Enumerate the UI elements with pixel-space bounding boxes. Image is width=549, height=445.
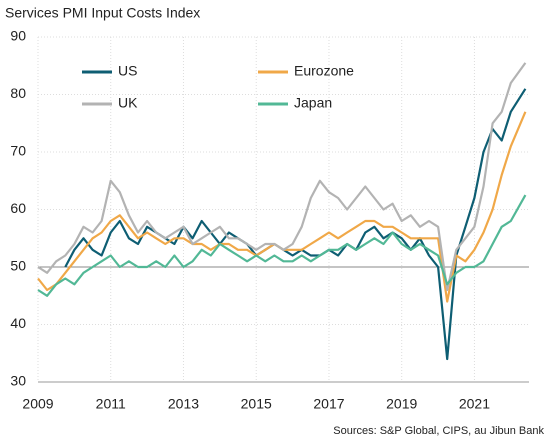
x-tick-label: 2019 [386, 396, 417, 412]
x-tick-label: 2015 [241, 396, 272, 412]
y-tick-label: 90 [10, 28, 26, 44]
series-line [37, 62, 527, 292]
y-tick-label: 80 [10, 85, 26, 101]
x-tick-label: 2011 [96, 396, 126, 412]
y-tick-label: 50 [10, 258, 26, 274]
y-tick-label: 40 [10, 315, 26, 331]
x-tick-label: 2009 [22, 396, 53, 412]
legend-label: US [118, 63, 137, 79]
series-line [64, 88, 527, 361]
series-line [37, 111, 527, 303]
legend-label: Eurozone [294, 63, 354, 79]
y-tick-label: 60 [10, 200, 26, 216]
y-tick-label: 30 [10, 373, 26, 389]
y-tick-label: 70 [10, 143, 26, 159]
x-tick-label: 2021 [459, 396, 490, 412]
series-line [37, 194, 527, 297]
source-note: Sources: S&P Global, CIPS, au Jibun Bank [333, 425, 544, 437]
legend-label: Japan [294, 95, 332, 111]
x-tick-label: 2013 [168, 396, 199, 412]
chart-title: Services PMI Input Costs Index [5, 5, 200, 21]
legend-label: UK [118, 95, 138, 111]
x-tick-label: 2017 [313, 396, 344, 412]
